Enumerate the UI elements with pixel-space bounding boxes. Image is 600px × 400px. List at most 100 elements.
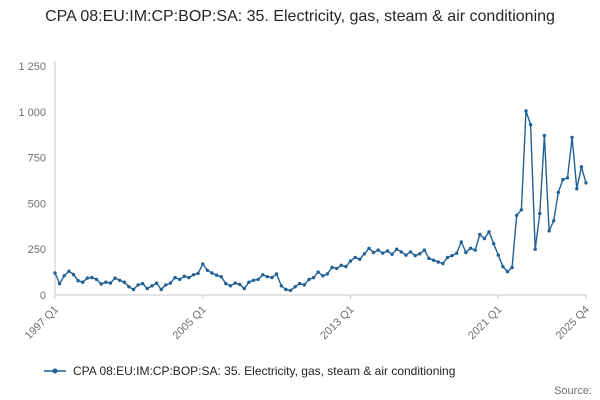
- data-point: [67, 269, 71, 273]
- legend-label: CPA 08:EU:IM:CP:BOP:SA: 35. Electricity,…: [73, 364, 456, 378]
- data-point: [418, 252, 422, 256]
- data-point: [390, 252, 394, 256]
- data-point: [445, 255, 450, 260]
- data-point: [196, 271, 200, 276]
- data-point: [182, 274, 186, 278]
- data-point: [57, 281, 62, 286]
- data-point: [344, 264, 348, 269]
- data-point: [191, 273, 196, 277]
- data-point: [455, 251, 459, 255]
- data-point: [293, 285, 297, 289]
- data-point: [242, 286, 246, 291]
- data-point: [395, 247, 399, 251]
- data-point: [104, 280, 108, 284]
- data-point: [381, 251, 385, 255]
- data-point: [71, 272, 76, 277]
- data-point: [228, 284, 233, 288]
- data-point: [131, 287, 136, 292]
- data-point: [261, 273, 265, 277]
- data-point: [99, 282, 103, 286]
- data-point: [556, 190, 560, 195]
- data-point: [533, 247, 537, 251]
- data-point: [579, 165, 584, 169]
- data-point: [547, 229, 551, 233]
- data-point: [335, 266, 339, 271]
- data-point: [501, 264, 505, 269]
- data-point: [298, 281, 302, 286]
- y-tick-label: 0: [40, 290, 46, 302]
- data-point: [311, 275, 316, 280]
- data-point: [81, 280, 85, 284]
- y-tick-label: 750: [28, 153, 46, 165]
- data-point: [468, 246, 473, 250]
- data-point: [478, 232, 482, 237]
- data-point: [219, 275, 223, 279]
- data-point: [159, 287, 163, 292]
- x-tick-label: 2013 Q1: [318, 304, 356, 342]
- data-point: [214, 273, 219, 277]
- data-point: [247, 280, 251, 284]
- data-point: [528, 122, 533, 127]
- legend-line-marker-icon: [44, 368, 66, 374]
- x-tick-label: 2025 Q4: [554, 304, 592, 342]
- data-point: [584, 181, 588, 185]
- data-point: [117, 278, 122, 282]
- data-point: [371, 250, 376, 255]
- data-point: [464, 250, 468, 255]
- data-point: [524, 109, 528, 113]
- data-point: [413, 253, 417, 258]
- data-point: [168, 281, 173, 285]
- data-point: [510, 265, 514, 270]
- y-tick-label: 1 000: [18, 107, 46, 119]
- data-point: [53, 271, 57, 275]
- data-point: [330, 265, 334, 270]
- data-point: [519, 208, 524, 212]
- data-point: [538, 211, 542, 216]
- data-point: [251, 278, 256, 282]
- data-point: [274, 272, 279, 276]
- data-point: [224, 281, 228, 286]
- data-point: [279, 284, 283, 288]
- data-point: [565, 176, 570, 180]
- data-point: [482, 236, 487, 241]
- data-point: [450, 253, 454, 258]
- data-point: [288, 288, 293, 293]
- y-tick-label: 500: [28, 198, 46, 210]
- data-point: [399, 250, 403, 254]
- legend: CPA 08:EU:IM:CP:BOP:SA: 35. Electricity,…: [44, 364, 455, 378]
- data-point: [358, 257, 362, 261]
- chart-title: CPA 08:EU:IM:CP:BOP:SA: 35. Electricity,…: [45, 8, 555, 25]
- data-point: [76, 279, 80, 283]
- data-point: [385, 249, 390, 253]
- y-tick-label: 1 250: [18, 61, 46, 73]
- data-point: [145, 286, 149, 291]
- data-point: [542, 133, 547, 138]
- data-point: [210, 271, 214, 275]
- x-tick-label: 2005 Q1: [171, 304, 209, 342]
- data-point: [570, 135, 574, 140]
- data-point: [284, 287, 288, 292]
- data-point: [187, 275, 191, 280]
- data-point: [561, 177, 565, 182]
- data-point: [552, 219, 556, 223]
- data-point: [127, 285, 131, 289]
- data-point: [487, 230, 491, 234]
- data-point: [233, 281, 237, 285]
- data-point: [496, 253, 500, 257]
- data-point: [492, 242, 496, 246]
- data-point: [256, 277, 260, 282]
- data-point: [164, 283, 168, 287]
- data-point: [150, 284, 154, 288]
- data-point: [376, 248, 380, 252]
- data-point: [575, 187, 579, 191]
- data-point: [238, 282, 242, 287]
- data-point: [94, 277, 99, 282]
- data-point: [436, 260, 440, 264]
- data-point: [316, 270, 320, 274]
- data-point: [265, 275, 270, 279]
- data-point: [459, 240, 463, 244]
- data-point: [353, 255, 357, 260]
- data-point: [339, 263, 343, 267]
- data-point: [348, 259, 353, 263]
